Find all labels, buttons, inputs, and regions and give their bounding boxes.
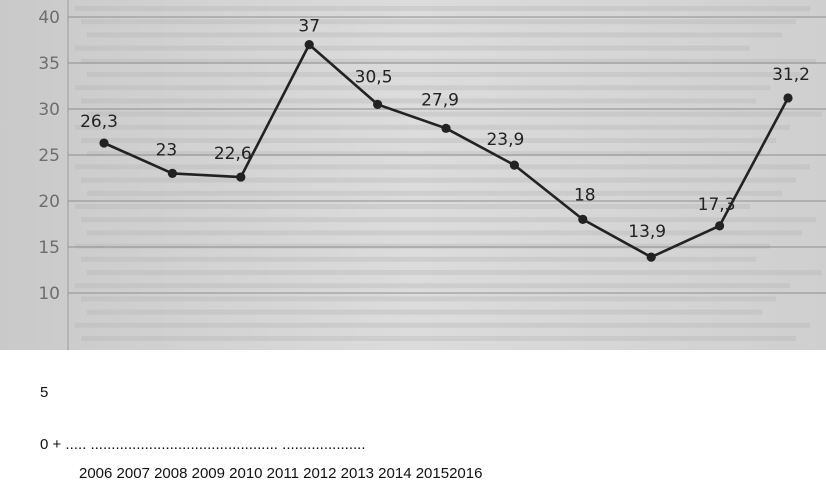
chart-photo: 40 35 30 25 20 15 10 26,3 23 22,6 37 30,5 27,9 23,9 1… — [0, 0, 826, 350]
background-text-line — [87, 111, 822, 117]
data-label-2010: 30,5 — [355, 67, 393, 87]
background-text-line — [81, 256, 756, 262]
background-text-line — [75, 45, 750, 51]
background-text-line — [87, 72, 802, 77]
background-text-line — [75, 6, 810, 11]
background-text-line — [81, 138, 776, 143]
background-text-line — [75, 204, 750, 209]
data-point-2016 — [783, 93, 793, 103]
data-points — [99, 40, 793, 262]
data-label-2006: 26,3 — [80, 112, 118, 132]
background-text-line — [75, 124, 790, 130]
background-text-line — [81, 217, 816, 223]
y-tick-label-40: 40 — [38, 8, 60, 28]
data-label-2011: 27,9 — [421, 90, 459, 110]
background-text-line — [81, 336, 796, 341]
background-text-line — [81, 177, 796, 183]
data-point-2013 — [578, 214, 588, 224]
data-point-2008 — [236, 172, 246, 182]
background-text-line — [75, 243, 770, 249]
background-text-line — [87, 270, 822, 275]
data-label-2007: 23 — [156, 140, 178, 160]
data-point-2009 — [304, 40, 314, 50]
y-tick-label-20: 20 — [38, 192, 60, 212]
data-label-2013: 18 — [574, 185, 596, 205]
data-labels: 26,3 23 22,6 37 30,5 27,9 23,9 18 13,9 17,3 31,2 — [80, 17, 810, 243]
background-text-line — [87, 32, 782, 38]
data-label-2012: 23,9 — [486, 130, 524, 150]
x-axis-year-labels: 2006 2007 2008 2009 2010 2011 2012 2013 … — [79, 465, 483, 482]
background-text-line — [87, 190, 782, 196]
background-text-line — [81, 19, 796, 25]
gridlines — [68, 16, 826, 294]
y-tick-label-25: 25 — [38, 146, 60, 166]
paper-background — [0, 0, 826, 350]
background-text-line — [87, 309, 762, 315]
background-text-line — [75, 164, 810, 170]
background-text-line — [87, 230, 802, 236]
axis-tick-5: 5 — [40, 384, 49, 401]
background-text-line — [87, 151, 762, 157]
data-label-2016: 31,2 — [772, 65, 810, 85]
y-tick-label-10: 10 — [38, 284, 60, 304]
axis-tick-0-dotted-line: 0 + ..... ..............................… — [40, 436, 366, 453]
y-tick-label-35: 35 — [38, 54, 60, 74]
background-text-line — [75, 322, 810, 328]
y-tick-label-30: 30 — [38, 100, 60, 120]
background-text-line — [81, 296, 776, 302]
data-point-2015 — [715, 221, 725, 231]
data-point-2014 — [646, 252, 656, 262]
background-text-line — [81, 58, 816, 64]
data-point-2010 — [373, 99, 383, 109]
data-point-2012 — [509, 160, 519, 170]
y-tick-label-15: 15 — [38, 238, 60, 258]
background-print-texture — [75, 6, 822, 341]
data-point-2007 — [167, 168, 177, 178]
data-point-2006 — [99, 138, 109, 148]
data-label-2009: 37 — [298, 17, 320, 37]
data-label-2015: 17,3 — [698, 195, 736, 215]
background-text-line — [75, 85, 770, 91]
y-tick-labels: 40 35 30 25 20 15 10 — [38, 8, 60, 304]
data-point-2011 — [441, 123, 451, 133]
data-label-2014: 13,9 — [628, 222, 666, 242]
background-text-line — [81, 98, 756, 104]
data-label-2008: 22,6 — [214, 144, 252, 164]
background-text-line — [75, 283, 790, 289]
